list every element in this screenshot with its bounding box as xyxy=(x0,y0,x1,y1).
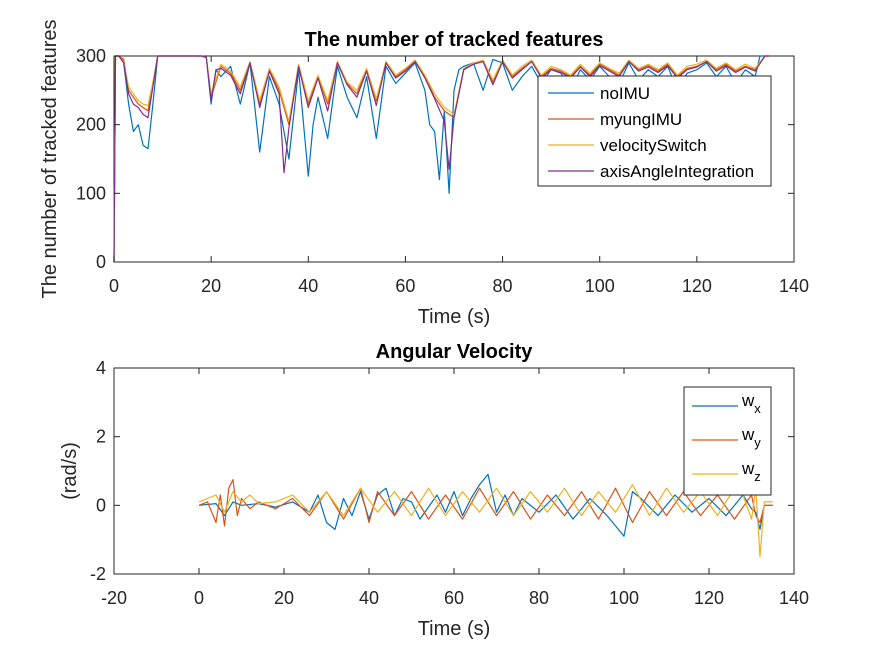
features-x-tick-label-3: 60 xyxy=(395,276,415,296)
angular-velocity-y-tick-label-1: 0 xyxy=(96,495,106,515)
angular-velocity-series-line-0 xyxy=(198,473,773,537)
angular-velocity-x-tick-label-7: 120 xyxy=(694,588,724,608)
angular-velocity-x-axis-label: Time (s) xyxy=(418,618,491,640)
angular-velocity-y-tick-label-0: -2 xyxy=(90,564,106,584)
angular-velocity-y-axis-label: (rad/s) xyxy=(59,442,81,500)
features-legend-items: noIMU myungIMU velocitySwitch axisAngleInte… xyxy=(548,84,754,181)
features-legend: noIMU myungIMU velocitySwitch axisAngleInte… xyxy=(537,75,772,187)
angular-velocity-chart-title: Angular Velocity xyxy=(376,341,534,363)
angular-velocity-y-tick-label-2: 2 xyxy=(96,427,106,447)
features-y-tick-label-1: 100 xyxy=(76,183,106,203)
features-axes: 0 20 40 60 80 100 120 140 0 100 200 300 The number … xyxy=(39,19,809,328)
features-legend-label-0: noIMU xyxy=(600,84,650,103)
angular-velocity-legend-label-1: wy xyxy=(741,425,761,450)
angular-velocity-legend-label-0: wx xyxy=(741,391,761,416)
features-x-tick-label-5: 100 xyxy=(585,276,615,296)
features-x-tick-label-1: 20 xyxy=(201,276,221,296)
features-legend-box xyxy=(537,75,772,187)
angular-velocity-x-tick-label-5: 80 xyxy=(529,588,549,608)
angular-velocity-legend: wx wy wz xyxy=(683,386,772,496)
angular-velocity-legend-items: wx wy wz xyxy=(692,391,761,484)
angular-velocity-x-tick-label-4: 60 xyxy=(444,588,464,608)
angular-velocity-x-tick-label-6: 100 xyxy=(609,588,639,608)
features-chart-title: The number of tracked features xyxy=(305,29,604,51)
angular-velocity-series-line-2 xyxy=(198,484,773,558)
features-x-tick-label-7: 140 xyxy=(779,276,809,296)
features-y-tick-label-0: 0 xyxy=(96,252,106,272)
features-x-tick-label-4: 80 xyxy=(493,276,513,296)
angular-velocity-series-line-1 xyxy=(198,479,773,527)
features-legend-label-1: myungIMU xyxy=(600,110,682,129)
angular-velocity-x-tick-label-0: -20 xyxy=(101,588,127,608)
angular-velocity-legend-box xyxy=(683,386,772,496)
features-series-group xyxy=(113,55,770,263)
angular-velocity-x-tick-label-2: 20 xyxy=(274,588,294,608)
angular-velocity-series-group xyxy=(198,473,773,558)
features-legend-label-3: axisAngleIntegration xyxy=(600,162,754,181)
angular-velocity-x-tick-label-8: 140 xyxy=(779,588,809,608)
angular-velocity-x-tick-label-3: 40 xyxy=(359,588,379,608)
features-x-tick-label-6: 120 xyxy=(682,276,712,296)
angular-velocity-y-tick-label-3: 4 xyxy=(96,358,106,378)
features-ticks: 0 20 40 60 80 100 120 140 0 100 200 300 xyxy=(76,46,809,296)
features-y-axis-label: The number of tracked features xyxy=(39,19,61,298)
features-x-tick-label-0: 0 xyxy=(109,276,119,296)
features-x-axis-label: Time (s) xyxy=(418,306,491,328)
angular-velocity-x-tick-label-1: 0 xyxy=(194,588,204,608)
angular-velocity-plot-area xyxy=(113,367,795,575)
features-x-tick-label-2: 40 xyxy=(298,276,318,296)
features-y-tick-label-3: 300 xyxy=(76,46,106,66)
features-y-tick-label-2: 200 xyxy=(76,115,106,135)
features-legend-label-2: velocitySwitch xyxy=(600,136,707,155)
angular-velocity-legend-label-2: wz xyxy=(741,459,761,484)
features-series-line-3 xyxy=(113,55,770,263)
